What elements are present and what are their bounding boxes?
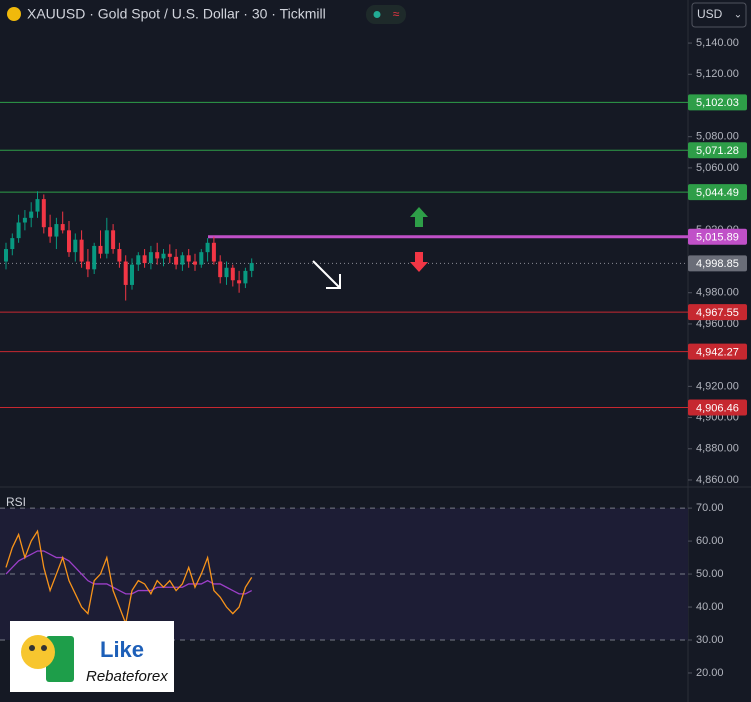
level-label-box <box>688 399 747 416</box>
y-tick-label: 5,140.00 <box>696 37 739 49</box>
candle-body <box>130 264 134 285</box>
level-label: 4,967.55 <box>696 307 739 319</box>
currency-button[interactable] <box>691 2 747 28</box>
candle-body <box>123 261 128 285</box>
candle-body <box>104 230 109 254</box>
candle-body <box>186 255 191 262</box>
candle-body <box>136 255 141 265</box>
candle-body <box>243 270 248 284</box>
candle-body <box>10 238 15 250</box>
y-tick-label: 4,860.00 <box>696 474 739 486</box>
y-tick-label: 20.00 <box>696 667 724 679</box>
candle-body <box>167 253 172 257</box>
rsi-title: RSI <box>6 495 26 509</box>
candle-body <box>41 199 46 228</box>
candle-body <box>60 224 65 231</box>
candle-body <box>67 230 71 253</box>
level-label-box <box>688 142 747 159</box>
candle-body <box>85 261 90 270</box>
candle-body <box>4 249 8 262</box>
status-dot <box>373 11 381 18</box>
logo-subtext: Rebateforex <box>86 668 168 685</box>
candle-body <box>117 249 122 262</box>
candle-body <box>180 255 185 265</box>
candle-body <box>142 255 147 264</box>
dropdown-icon: ⌄ <box>734 10 742 21</box>
trend-arrow <box>312 260 340 288</box>
level-label: 5,102.03 <box>696 97 739 109</box>
candle-body <box>249 263 254 271</box>
candle-body <box>230 267 235 281</box>
candle-body <box>193 261 197 265</box>
level-label: 5,071.28 <box>696 145 739 157</box>
chart-title: XAUUSD · Gold Spot / U.S. Dollar · 30 · … <box>27 6 326 22</box>
candle-body <box>211 242 216 262</box>
candle-body <box>48 227 53 237</box>
candle-body <box>161 253 166 259</box>
y-tick-label: 70.00 <box>696 502 724 514</box>
y-tick-label: 5,120.00 <box>696 68 739 80</box>
level-label: 4,906.46 <box>696 402 739 414</box>
symbol-icon <box>7 7 21 21</box>
status-pill[interactable] <box>366 5 406 24</box>
y-tick-label: 60.00 <box>696 535 724 547</box>
rsi-line <box>5 550 253 595</box>
candle-body <box>29 211 34 218</box>
logo-face <box>21 635 55 669</box>
level-label-box <box>688 94 747 111</box>
candle-body <box>174 256 179 265</box>
candle-body <box>98 245 103 254</box>
rsi-line <box>5 529 253 626</box>
candle-body <box>35 199 40 212</box>
candle-body <box>205 242 210 253</box>
level-label: 5,044.49 <box>696 187 739 199</box>
down-arrow <box>410 252 428 272</box>
candle-body <box>16 222 21 239</box>
y-tick-label: 30.00 <box>696 634 724 646</box>
trend-arrow-head <box>326 274 341 289</box>
price-pane: 5,140.005,120.005,080.005,060.005,020.00… <box>0 37 747 486</box>
logo: Like Rebateforex <box>10 621 174 692</box>
level-label-box <box>688 228 747 245</box>
up-arrow <box>410 207 428 227</box>
y-tick-label: 4,980.00 <box>696 287 739 299</box>
level-label-box <box>688 255 747 272</box>
rsi-pane: 70.00 60.00 50.00 40.00 30.00 20.00 <box>0 502 724 679</box>
candle-body <box>73 239 78 253</box>
y-tick-label: 5,080.00 <box>696 131 739 143</box>
level-label-box <box>688 304 747 321</box>
logo-text: Like <box>100 637 144 662</box>
candle-body <box>92 245 97 270</box>
level-label: 4,998.85 <box>696 258 739 270</box>
annotation-arrows <box>312 207 428 289</box>
level-label-box <box>688 184 747 201</box>
candle-body <box>54 224 59 237</box>
candle-body <box>237 280 242 284</box>
level-label-box <box>688 343 747 360</box>
candle-body <box>111 230 116 250</box>
candle-body <box>218 261 223 278</box>
logo-eye <box>29 645 35 651</box>
candle-body <box>224 267 229 278</box>
currency: USD <box>697 7 723 21</box>
candle-body <box>79 239 84 262</box>
y-tick-label: 4,920.00 <box>696 380 739 392</box>
candle-body <box>155 252 160 259</box>
candle-body <box>22 217 27 223</box>
level-label: 4,942.27 <box>696 347 739 359</box>
logo-eye <box>41 645 47 651</box>
y-tick-label: 4,960.00 <box>696 318 739 330</box>
candle-body <box>199 252 204 265</box>
y-tick-label: 5,060.00 <box>696 162 739 174</box>
y-tick-label: 40.00 <box>696 601 724 613</box>
level-label: 5,015.89 <box>696 232 739 244</box>
y-tick-label: 4,880.00 <box>696 443 739 455</box>
y-tick-label: 50.00 <box>696 568 724 580</box>
status-icon: ≈ <box>393 7 400 21</box>
candle-body <box>148 252 153 264</box>
